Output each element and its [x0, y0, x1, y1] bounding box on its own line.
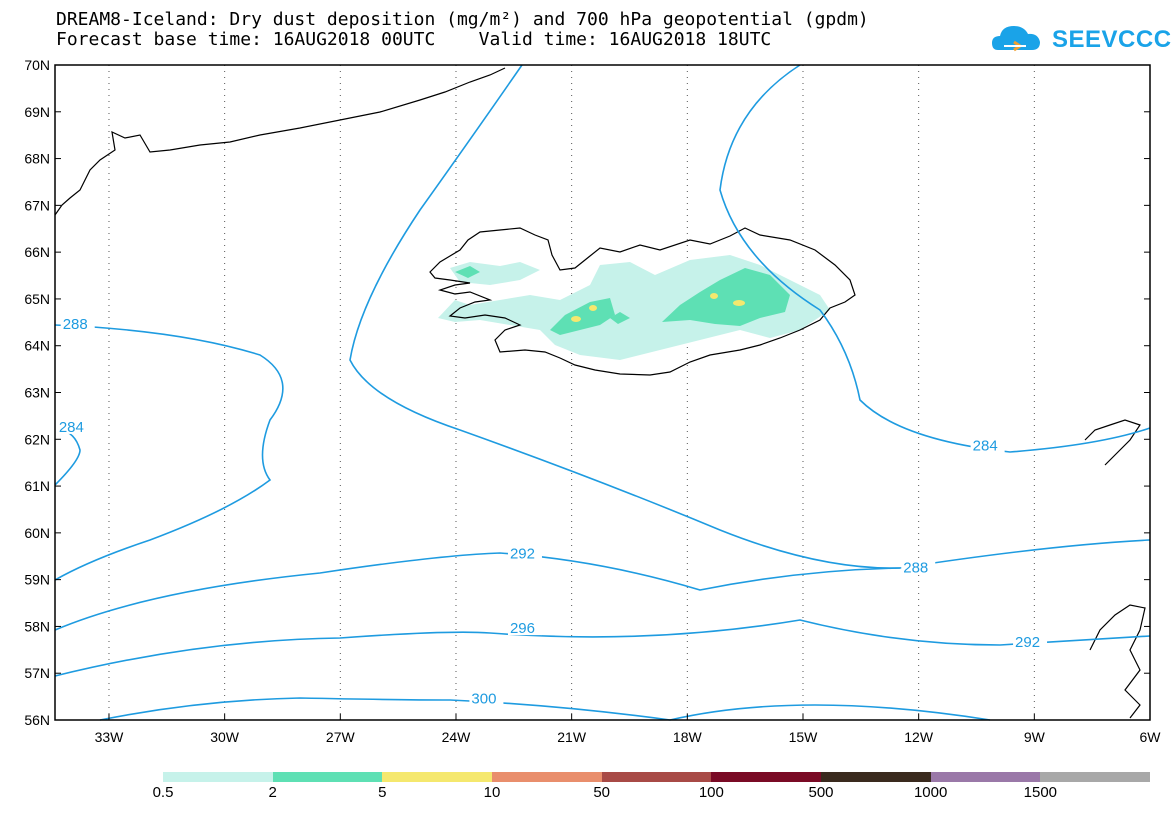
lat-label: 67N — [24, 197, 50, 213]
lat-label: 66N — [24, 244, 50, 260]
legend-swatch — [930, 772, 1041, 782]
lon-label: 30W — [210, 729, 240, 745]
lon-label: 6W — [1140, 729, 1162, 745]
legend-label: 1000 — [913, 784, 948, 801]
contour-label: 296 — [510, 620, 535, 637]
cloud-icon — [992, 26, 1040, 52]
contour-label-bg — [901, 558, 936, 575]
contour-label-bg — [56, 417, 91, 434]
lon-label: 21W — [557, 729, 587, 745]
contour-label-bg — [507, 544, 542, 561]
lat-label: 68N — [24, 151, 50, 167]
lat-label: 58N — [24, 618, 50, 634]
contour-label: 284 — [973, 438, 998, 455]
coastlines — [54, 67, 1146, 719]
lon-label: 27W — [326, 729, 356, 745]
legend-label: 10 — [483, 784, 501, 801]
legend-swatch — [601, 772, 712, 782]
map-subtitle: Forecast base time: 16AUG2018 00UTC Vali… — [56, 29, 772, 50]
contour-label: 284 — [59, 419, 84, 436]
dust-deposition-field — [438, 255, 830, 360]
lat-label: 63N — [24, 385, 50, 401]
lat-label: 57N — [24, 665, 50, 681]
map-grid — [108, 65, 1035, 720]
lat-label: 60N — [24, 525, 50, 541]
map-title: DREAM8-Iceland: Dry dust deposition (mg/… — [56, 9, 869, 30]
legend-swatch — [382, 772, 493, 782]
legend-swatch — [711, 772, 822, 782]
contour-label-bg — [1013, 633, 1048, 650]
lon-label: 9W — [1024, 729, 1046, 745]
lon-label: 18W — [673, 729, 703, 745]
lat-label: 65N — [24, 291, 50, 307]
contour-label-bg — [970, 436, 1005, 453]
legend-label: 2 — [268, 784, 277, 801]
lat-label: 64N — [24, 338, 50, 354]
legend-swatch — [1040, 772, 1151, 782]
logo-text: SEEVCCC — [1052, 26, 1172, 53]
color-legend — [163, 772, 1151, 782]
contour-label: 292 — [1015, 634, 1040, 651]
legend-swatch — [492, 772, 602, 782]
contour-label: 288 — [63, 316, 88, 333]
contour-label-bg — [507, 619, 542, 636]
contour-label-bg — [469, 689, 504, 706]
legend-label: 500 — [808, 784, 834, 801]
lat-label: 69N — [24, 104, 50, 120]
legend-label: 50 — [593, 784, 610, 801]
geopotential-contours — [54, 64, 1151, 721]
legend-swatch — [163, 772, 273, 782]
legend-label: 100 — [698, 784, 724, 801]
contour-label: 292 — [510, 545, 535, 562]
lon-label: 33W — [95, 729, 125, 745]
legend-label: 0.5 — [152, 784, 174, 801]
legend-label: 1500 — [1023, 784, 1058, 801]
lon-label: 24W — [442, 729, 472, 745]
legend-label: 5 — [378, 784, 387, 801]
contour-label: 288 — [903, 559, 928, 576]
legend-swatch — [272, 772, 383, 782]
lat-label: 62N — [24, 431, 50, 447]
lat-label: 56N — [24, 712, 50, 728]
lon-label: 12W — [904, 729, 934, 745]
lon-label: 15W — [789, 729, 819, 745]
map-frame — [54, 64, 1151, 721]
lat-label: 59N — [24, 572, 50, 588]
contour-label: 300 — [471, 690, 496, 707]
contour-label-bg — [60, 315, 95, 331]
lat-label: 61N — [24, 478, 50, 494]
lat-label: 70N — [24, 57, 50, 73]
legend-swatch — [821, 772, 931, 782]
